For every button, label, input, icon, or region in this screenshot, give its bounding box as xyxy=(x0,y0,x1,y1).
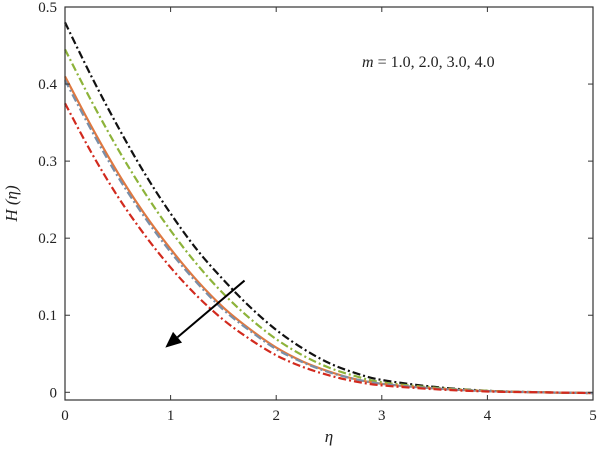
parameter-annotation: m = 1.0, 2.0, 3.0, 4.0 xyxy=(362,54,495,71)
x-tick-label: 4 xyxy=(484,408,492,424)
x-tick-label: 0 xyxy=(61,408,69,424)
x-tick-label: 1 xyxy=(167,408,175,424)
series-line-1 xyxy=(64,21,594,395)
y-tick-label: 0 xyxy=(50,385,58,401)
series-line-5 xyxy=(64,102,594,395)
annotation-variable: m xyxy=(362,54,374,71)
x-tick-label: 5 xyxy=(589,408,597,424)
y-tick-label: 0.2 xyxy=(38,231,57,247)
arrow-head xyxy=(165,331,183,348)
tick-labels: 0 1 2 3 4 5 0 0.1 0.2 0.3 0.4 0.5 xyxy=(38,0,597,424)
series-line-4 xyxy=(64,79,594,395)
x-axis-title: η xyxy=(325,427,333,446)
y-tick-label: 0.3 xyxy=(38,154,57,170)
ticks-layer xyxy=(64,6,594,400)
series-layer xyxy=(64,21,594,395)
x-tick-label: 2 xyxy=(272,408,280,424)
y-axis-title: H (η) xyxy=(2,185,21,223)
annotation-values: = 1.0, 2.0, 3.0, 4.0 xyxy=(374,54,495,71)
arrow-shaft xyxy=(176,279,246,339)
y-tick-label: 0.4 xyxy=(38,77,57,93)
y-tick-label: 0.1 xyxy=(38,308,57,324)
series-line-2 xyxy=(64,48,594,395)
plot-frame xyxy=(64,6,594,401)
x-tick-label: 3 xyxy=(378,408,386,424)
y-tick-label: 0.5 xyxy=(38,0,57,16)
series-line-3 xyxy=(64,75,594,395)
trend-arrow xyxy=(165,279,246,348)
